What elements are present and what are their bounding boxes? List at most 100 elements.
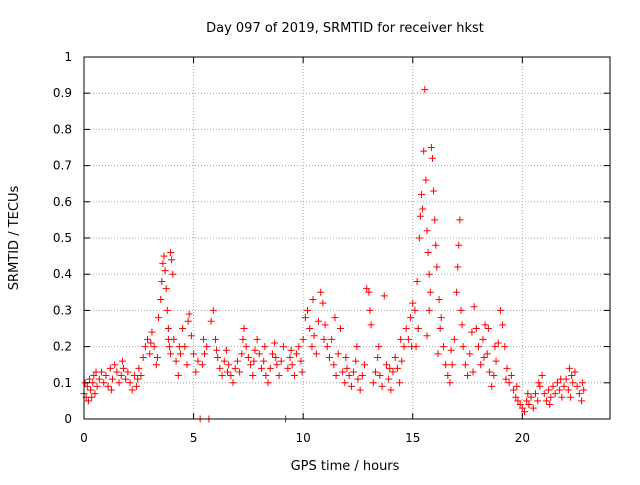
data-point	[135, 364, 143, 372]
data-point	[247, 361, 255, 369]
data-point	[393, 364, 401, 372]
data-point	[353, 343, 361, 351]
data-point	[111, 361, 119, 369]
data-point	[152, 361, 160, 369]
data-point	[378, 382, 386, 390]
data-point	[290, 372, 298, 380]
data-point	[328, 335, 336, 343]
data-point	[89, 379, 97, 387]
data-point	[148, 328, 156, 336]
x-axis-title: GPS time / hours	[291, 459, 400, 474]
data-point	[227, 372, 235, 380]
data-point	[298, 368, 306, 376]
y-tick-label: 0.7	[53, 159, 72, 173]
data-point	[323, 343, 331, 351]
data-point	[380, 292, 388, 300]
data-point	[288, 361, 296, 369]
data-point	[122, 375, 130, 383]
data-point	[376, 372, 384, 380]
data-point	[494, 339, 502, 347]
data-point	[218, 372, 226, 380]
data-point	[139, 353, 147, 361]
data-point	[91, 390, 99, 398]
data-point	[547, 393, 555, 401]
data-point	[523, 397, 531, 405]
data-point	[502, 375, 510, 383]
data-point	[483, 350, 491, 358]
data-point	[521, 408, 529, 416]
data-point	[409, 299, 417, 307]
data-point	[426, 288, 434, 296]
data-point	[424, 248, 432, 256]
data-point	[518, 404, 526, 412]
data-point	[301, 314, 309, 322]
data-point	[261, 343, 269, 351]
data-point	[447, 346, 455, 354]
data-point	[233, 357, 241, 365]
axis-ticks	[83, 56, 610, 420]
data-point	[339, 368, 347, 376]
data-point	[273, 361, 281, 369]
data-point	[168, 256, 176, 264]
data-point	[503, 364, 511, 372]
data-point	[108, 375, 116, 383]
data-point	[470, 303, 478, 311]
data-point	[557, 375, 565, 383]
data-point	[420, 147, 428, 155]
x-tick-labels: 0 5 10 15 20	[80, 431, 530, 445]
data-point	[416, 212, 424, 220]
data-point	[358, 372, 366, 380]
data-point	[575, 390, 583, 398]
data-point	[579, 379, 587, 387]
data-point	[466, 350, 474, 358]
data-point	[400, 343, 408, 351]
data-point	[571, 368, 579, 376]
data-point	[172, 357, 180, 365]
data-point	[499, 321, 507, 329]
data-point	[387, 386, 395, 394]
data-point	[542, 397, 550, 405]
chart-title: Day 097 of 2019, SRMTID for receiver hks…	[206, 21, 484, 36]
data-point	[427, 144, 435, 151]
data-point	[437, 314, 445, 322]
data-point	[454, 263, 462, 271]
data-point	[175, 343, 183, 351]
data-point	[456, 216, 464, 224]
data-point	[244, 353, 252, 361]
data-point	[527, 393, 535, 401]
data-point	[569, 379, 577, 387]
x-tick-label: 0	[80, 431, 88, 445]
data-point	[492, 357, 500, 365]
data-point	[332, 372, 340, 380]
data-point	[468, 328, 476, 336]
data-point	[568, 372, 576, 380]
data-point	[352, 357, 360, 365]
data-point	[480, 353, 488, 361]
data-point	[84, 397, 92, 405]
data-point	[162, 285, 170, 293]
data-point	[407, 314, 415, 322]
data-point	[369, 379, 377, 387]
data-point	[224, 368, 232, 376]
data-point	[430, 187, 438, 195]
data-point	[546, 401, 554, 409]
data-point	[216, 364, 224, 372]
y-tick-label: 0.3	[53, 303, 72, 317]
data-point	[192, 368, 200, 376]
x-tick-label: 5	[190, 431, 198, 445]
data-point	[512, 393, 520, 401]
data-point	[174, 372, 182, 380]
data-point	[413, 277, 421, 285]
data-point	[239, 335, 247, 343]
data-point	[485, 368, 493, 376]
data-point	[334, 350, 342, 358]
data-point	[513, 382, 521, 390]
data-point	[423, 332, 431, 340]
data-point	[277, 357, 285, 365]
data-point	[442, 361, 450, 369]
data-point	[160, 252, 168, 260]
data-point	[354, 375, 362, 383]
data-point	[564, 386, 572, 394]
data-point	[365, 288, 373, 296]
